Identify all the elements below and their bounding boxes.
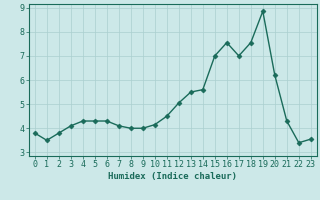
X-axis label: Humidex (Indice chaleur): Humidex (Indice chaleur) (108, 172, 237, 181)
